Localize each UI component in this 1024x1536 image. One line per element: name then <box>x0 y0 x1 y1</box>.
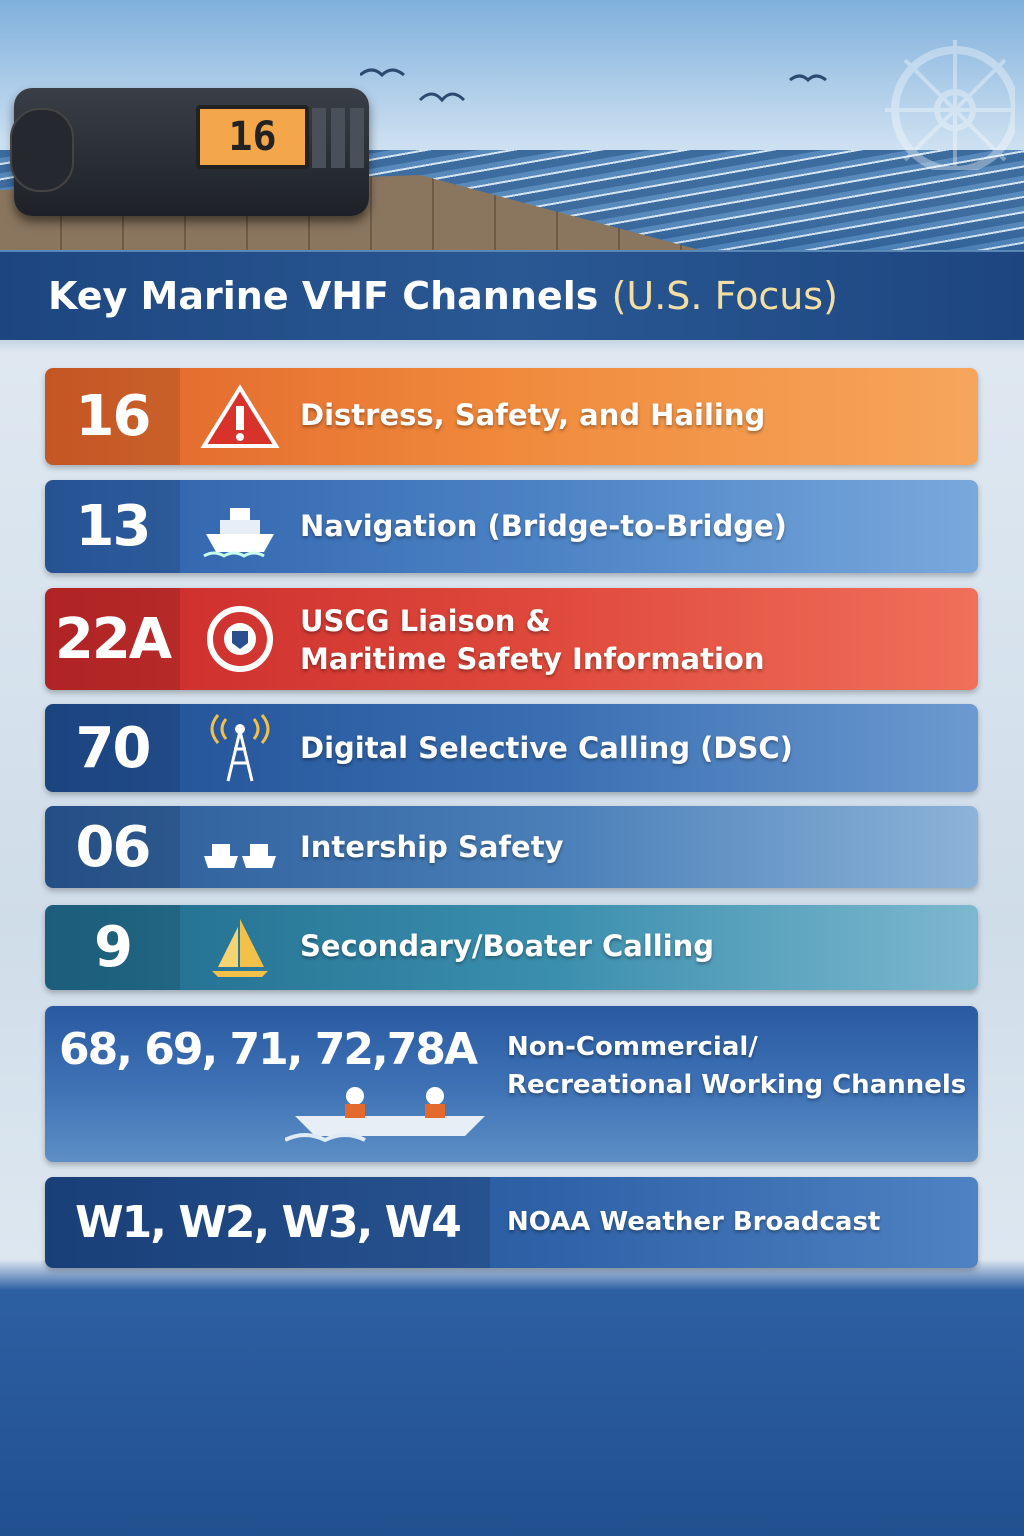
channel-description: Distress, Safety, and Hailing <box>300 398 766 432</box>
title-main: Key Marine VHF Channels <box>48 274 599 318</box>
channel-number: 70 <box>45 704 180 792</box>
title: Key Marine VHF Channels (U.S. Focus) <box>48 274 838 318</box>
channel-description: USCG Liaison & Maritime Safety Informatio… <box>300 602 765 678</box>
channel-row: 68, 69, 71, 72,78A Non-Commercial/Recrea… <box>45 1006 978 1162</box>
channel-row: 9 Secondary/Boater Calling <box>45 905 978 990</box>
uscg-emblem <box>207 606 273 672</box>
channel-row: 22A USCG Liaison & Maritime Safety Inform… <box>45 588 978 690</box>
channel-description: Digital Selective Calling (DSC) <box>300 731 793 765</box>
channel-number: 16 <box>45 368 180 465</box>
channel-description: Secondary/Boater Calling <box>300 929 715 963</box>
channel-description: Navigation (Bridge-to-Bridge) <box>300 509 787 543</box>
radio-display: 16 <box>196 105 309 169</box>
radio-knob <box>10 108 74 192</box>
channel-number: 68, 69, 71, 72,78A <box>58 1024 478 1075</box>
radio-buttons <box>312 108 364 168</box>
description-line: Non-Commercial/ <box>507 1032 758 1062</box>
channel-row: 70 Digital Selective Calling (DSC) <box>45 704 978 792</box>
description-line: Maritime Safety Information <box>300 642 765 676</box>
channel-row: W1, W2, W3, W4 NOAA Weather Broadcast <box>45 1177 978 1268</box>
channel-row: 13 Navigation (Bridge-to-Bridge) <box>45 480 978 573</box>
channel-row: 06 Intership Safety <box>45 806 978 888</box>
channel-number: 13 <box>45 480 180 573</box>
channel-number: 9 <box>45 905 180 990</box>
description-line: USCG Liaison & <box>300 604 551 638</box>
description-line: Recreational Working Channels <box>507 1070 967 1100</box>
channel-row: 16 Distress, Safety, and Hailing <box>45 368 978 465</box>
birds <box>360 68 827 103</box>
ships-icon <box>204 844 276 868</box>
channel-number: 06 <box>45 806 180 888</box>
channel-description: Non-Commercial/Recreational Working Chan… <box>507 1028 966 1104</box>
ship-icon <box>203 508 274 558</box>
header: Key Marine VHF Channels (U.S. Focus) <box>0 252 1024 340</box>
title-focus: (U.S. Focus) <box>611 274 838 318</box>
boat-illustration <box>285 1087 485 1143</box>
channel-number: W1, W2, W3, W4 <box>45 1177 490 1268</box>
sailboat-icon <box>212 919 268 977</box>
compass-wheel <box>885 40 1015 170</box>
channel-description: NOAA Weather Broadcast <box>507 1207 881 1237</box>
vhf-radio: 16 <box>10 88 369 216</box>
channel-description: Intership Safety <box>300 830 564 864</box>
warning-icon <box>200 384 280 448</box>
antenna-icon <box>210 714 270 782</box>
channel-number: 22A <box>45 588 180 690</box>
